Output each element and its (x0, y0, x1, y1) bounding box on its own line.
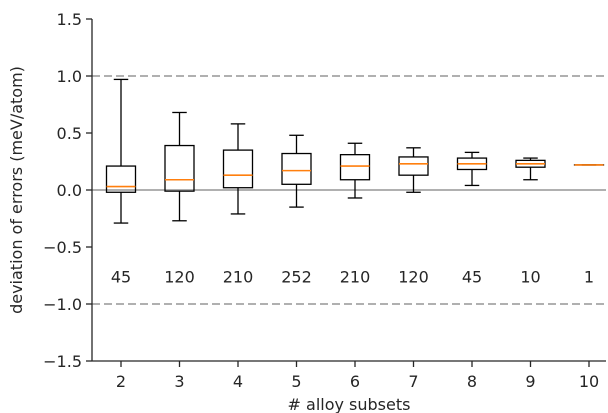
x-tick-label: 8 (467, 372, 477, 391)
box-body (281, 152, 312, 185)
count-label: 120 (164, 268, 195, 287)
x-axis-label: # alloy subsets (288, 395, 411, 413)
box-body (105, 165, 137, 193)
count-label: 120 (398, 268, 429, 287)
count-label: 1 (584, 268, 594, 287)
reference-lines (92, 75, 606, 305)
box-series (105, 78, 605, 224)
box-2 (105, 78, 137, 224)
y-tick-label: 1.5 (57, 10, 82, 29)
count-label: 45 (111, 268, 131, 287)
y-tick-label: 1.0 (57, 67, 82, 86)
y-tick-label: −0.5 (43, 238, 82, 257)
box-body (339, 154, 371, 181)
y-axis-label: deviation of errors (meV/atom) (7, 66, 26, 314)
box-5 (281, 134, 312, 208)
box-body (164, 144, 195, 192)
count-label: 210 (223, 268, 254, 287)
x-tick-label: 4 (233, 372, 243, 391)
count-label: 10 (520, 268, 540, 287)
count-label: 210 (340, 268, 371, 287)
box-8 (456, 151, 488, 187)
x-tick-label: 3 (174, 372, 184, 391)
y-tick-label: 0.5 (57, 124, 82, 143)
y-tick-label: −1.5 (43, 352, 82, 371)
box-body (222, 149, 254, 189)
x-tick-label: 10 (579, 372, 599, 391)
count-label: 252 (281, 268, 312, 287)
x-tick-label: 6 (350, 372, 360, 391)
y-axis: −1.5 −1.0 −0.5 0.0 0.5 1.0 1.5 (43, 10, 92, 371)
y-tick-label: −1.0 (43, 295, 82, 314)
box-7 (398, 147, 429, 193)
x-axis: 2 3 4 5 6 7 8 9 10 (116, 361, 599, 391)
subset-counts: 45 120 210 252 210 120 45 10 1 (111, 268, 594, 287)
x-tick-label: 5 (291, 372, 301, 391)
box-3 (164, 111, 195, 222)
box-4 (222, 123, 254, 215)
box-6 (339, 142, 371, 199)
x-tick-label: 2 (116, 372, 126, 391)
count-label: 45 (462, 268, 482, 287)
box-body (398, 156, 429, 176)
x-tick-label: 9 (525, 372, 535, 391)
x-tick-label: 7 (408, 372, 418, 391)
box-9 (515, 157, 546, 181)
y-tick-label: 0.0 (57, 181, 82, 200)
